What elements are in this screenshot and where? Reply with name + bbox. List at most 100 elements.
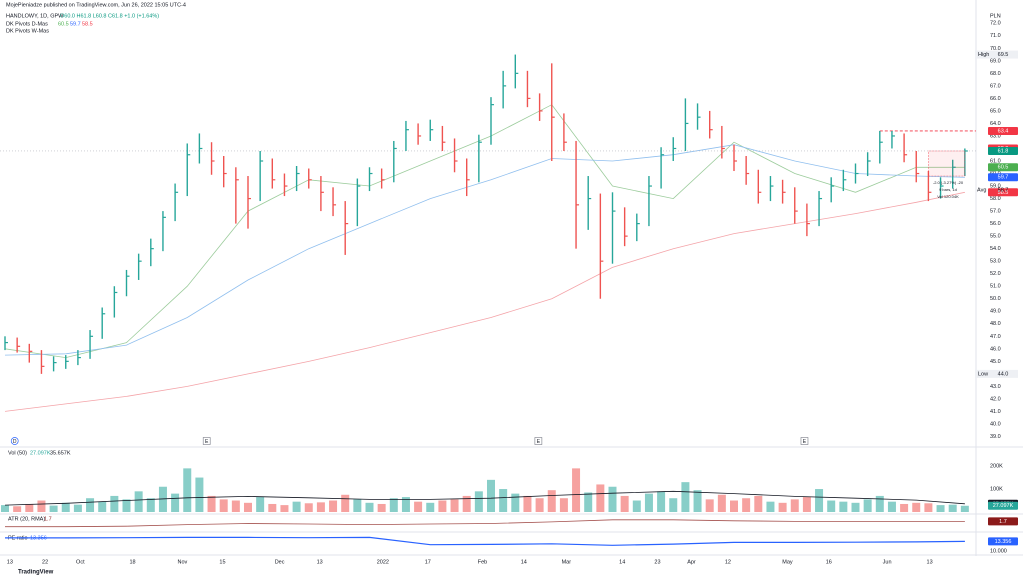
y-tick-label: 46.0 <box>990 346 1001 352</box>
moving-average <box>4 144 965 356</box>
volume-bar <box>122 499 131 512</box>
y-tick-label: 42.0 <box>990 396 1001 402</box>
y-tick-label: 56.0 <box>990 221 1001 227</box>
volume-bar <box>13 506 22 512</box>
event-label: E <box>205 439 209 445</box>
volume-bar <box>86 498 95 512</box>
earnings-marker <box>202 437 211 445</box>
volume-bar <box>195 477 204 512</box>
x-tick-label: 14 <box>521 559 527 565</box>
y-tick-label: 45.0 <box>990 359 1001 365</box>
volume-bar <box>474 491 483 512</box>
panel-title: Vol (50) <box>8 450 27 456</box>
volume-bar <box>1 505 9 512</box>
volume-bar <box>171 493 180 512</box>
price-tag <box>988 537 1018 546</box>
volume-bar <box>681 482 690 512</box>
x-tick-label: May <box>782 559 793 565</box>
y-tick-label: 47.0 <box>990 334 1001 340</box>
volume-bar <box>377 503 386 512</box>
volume-bar <box>450 499 459 512</box>
volume-bar <box>742 498 751 512</box>
study-title: DK Pivots D-Mas <box>6 21 48 27</box>
pe-line <box>5 536 965 546</box>
volume-bar <box>535 498 544 512</box>
volume-bar <box>426 502 435 512</box>
y-tick-label: 67.0 <box>990 83 1001 89</box>
volume-bar <box>778 502 787 512</box>
volume-bar <box>851 502 860 512</box>
volume-bar <box>960 505 969 512</box>
volume-bar <box>280 505 289 512</box>
volume-bar <box>900 503 909 512</box>
volume-bar <box>596 484 605 512</box>
x-tick-label: Oct <box>76 559 85 565</box>
volume-bar <box>730 500 738 512</box>
price-tag <box>988 501 1018 510</box>
volume-bar <box>693 490 702 512</box>
volume-bar <box>511 493 520 512</box>
y-tick-label: 64.0 <box>990 121 1001 127</box>
volume-bar <box>219 499 228 512</box>
measure-label: -2.0 (-3.27%) -20 <box>933 180 964 185</box>
publisher: MojePieniadze published on TradingView.c… <box>6 2 186 8</box>
y-tick-label: 39.0 <box>990 434 1001 440</box>
volume-bar <box>924 503 933 512</box>
volume-bar <box>158 486 167 512</box>
volume-bar <box>717 494 726 512</box>
event-label: E <box>537 439 541 445</box>
volume-bar <box>632 500 641 512</box>
volume-bar <box>499 489 508 512</box>
price-tag-label: 1.7 <box>999 519 1007 525</box>
price-tag <box>988 163 1018 172</box>
volume-bar <box>547 490 556 512</box>
y-tick-label: 61.0 <box>990 158 1001 164</box>
y-tick-label: 10.000 <box>990 548 1007 554</box>
volume-bar <box>401 497 410 512</box>
legend-value: 1.7 <box>44 516 52 522</box>
price-tag-label: 58.5 <box>998 190 1009 196</box>
volume-bar <box>183 468 192 512</box>
volume-bar <box>572 468 581 512</box>
y-tick-label: 53.0 <box>990 259 1001 265</box>
y-tick-label: 59.0 <box>990 184 1001 190</box>
x-tick-label: 23 <box>654 559 660 565</box>
y-tick-label: 69.0 <box>990 58 1001 64</box>
volume-bar <box>644 493 653 512</box>
y-tick-label: 51.0 <box>990 284 1001 290</box>
volume-bar <box>815 489 824 512</box>
y-tick-label: 48.0 <box>990 321 1001 327</box>
measure-box <box>928 150 966 177</box>
volume-bar <box>414 501 423 512</box>
volume-bar <box>365 502 374 512</box>
y-tick-label: 49.0 <box>990 309 1001 315</box>
volume-bar <box>49 505 58 512</box>
price-tag-label: 63.4 <box>998 128 1009 134</box>
volume-bar <box>61 502 70 512</box>
study-title: DK Pivots W-Mas <box>6 28 49 34</box>
y-tick-label: 43.0 <box>990 384 1001 390</box>
y-tick-label: 40.0 <box>990 421 1001 427</box>
price-tag <box>988 517 1018 526</box>
y-tick-label: 58.0 <box>990 196 1001 202</box>
earnings-marker <box>800 437 809 445</box>
volume-bar <box>244 502 252 512</box>
volume-bar <box>705 499 714 512</box>
volume-bar <box>341 494 350 512</box>
price-tag-label: 60.5 <box>998 165 1009 171</box>
y-tick-label: 70.0 <box>990 46 1001 52</box>
panel-title: ATR (20, RMA) <box>8 516 45 522</box>
volume-bar <box>304 503 313 512</box>
x-tick-label: 13 <box>927 559 933 565</box>
y-tick-label: 72.0 <box>990 21 1001 27</box>
extreme-tag <box>975 369 1018 378</box>
x-tick-label: 18 <box>130 559 136 565</box>
x-tick-label: Jun <box>883 559 892 565</box>
moving-average <box>4 191 965 412</box>
volume-bar <box>839 501 848 512</box>
volume-bar <box>912 502 921 512</box>
event-label: E <box>803 439 807 445</box>
x-tick-label: 14 <box>619 559 625 565</box>
price-tag-label: 61.8 <box>998 148 1009 154</box>
y-tick-label: 54.0 <box>990 246 1001 252</box>
